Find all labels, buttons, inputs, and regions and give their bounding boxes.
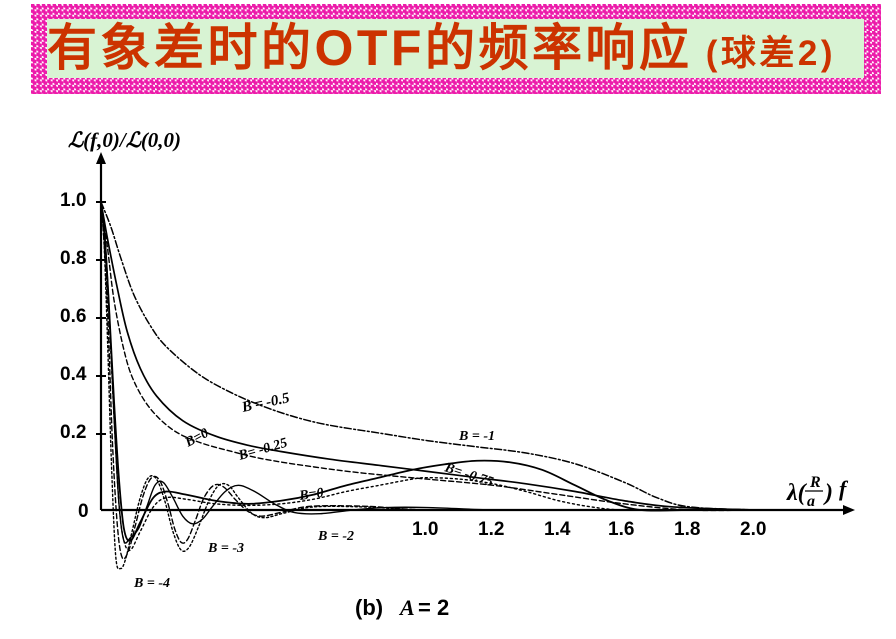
svg-text:f: f [839,476,849,501]
svg-text:ℒ(f,0)/ℒ(0,0): ℒ(f,0)/ℒ(0,0) [68,128,181,152]
svg-text:0.6: 0.6 [60,306,86,327]
svg-text:B=0: B=0 [297,486,324,504]
svg-text:B= -0.25: B= -0.25 [236,436,289,464]
svg-text:B = -1: B = -1 [458,429,495,444]
svg-text:B=0: B=0 [182,426,211,451]
svg-text:B = -0.5: B = -0.5 [240,390,292,416]
svg-text:R: R [809,474,821,491]
svg-text:2.0: 2.0 [740,519,766,540]
svg-text:a: a [807,493,815,510]
svg-text:(b): (b) [355,595,383,620]
svg-text:0.8: 0.8 [60,248,86,269]
svg-text:B = -4: B = -4 [133,576,170,591]
svg-text:1.0: 1.0 [412,519,438,540]
svg-text:): ) [823,480,833,506]
svg-text:1.8: 1.8 [674,519,700,540]
svg-text:λ(: λ( [786,480,808,506]
svg-text:A: A [398,595,415,620]
svg-text:1.0: 1.0 [60,190,86,211]
svg-text:B = -2: B = -2 [317,529,354,544]
svg-text:B= -0.75: B= -0.75 [442,460,495,490]
svg-text:= 2: = 2 [418,595,449,620]
svg-text:1.2: 1.2 [478,519,504,540]
svg-text:B = -3: B = -3 [207,541,244,556]
svg-text:0.2: 0.2 [60,422,86,443]
svg-text:0.4: 0.4 [60,364,87,385]
svg-text:1.4: 1.4 [544,519,571,540]
svg-text:1.6: 1.6 [608,519,634,540]
svg-text:0: 0 [78,501,89,522]
